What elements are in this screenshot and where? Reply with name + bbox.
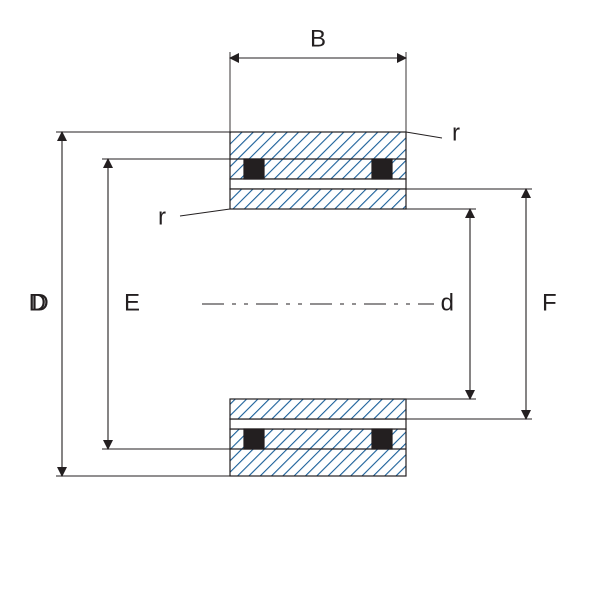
dim-label-F: F [542, 289, 557, 316]
dim-label-D: D [29, 289, 46, 316]
dim-label-d: d [441, 289, 454, 316]
dim-label-r_top: r [452, 119, 460, 146]
dim-label-B: B [310, 25, 326, 52]
bearing-cross-section-diagram: BDDEdFrr [0, 0, 600, 600]
dim-label-r_left: r [158, 203, 166, 230]
dim-label-E: E [124, 289, 140, 316]
